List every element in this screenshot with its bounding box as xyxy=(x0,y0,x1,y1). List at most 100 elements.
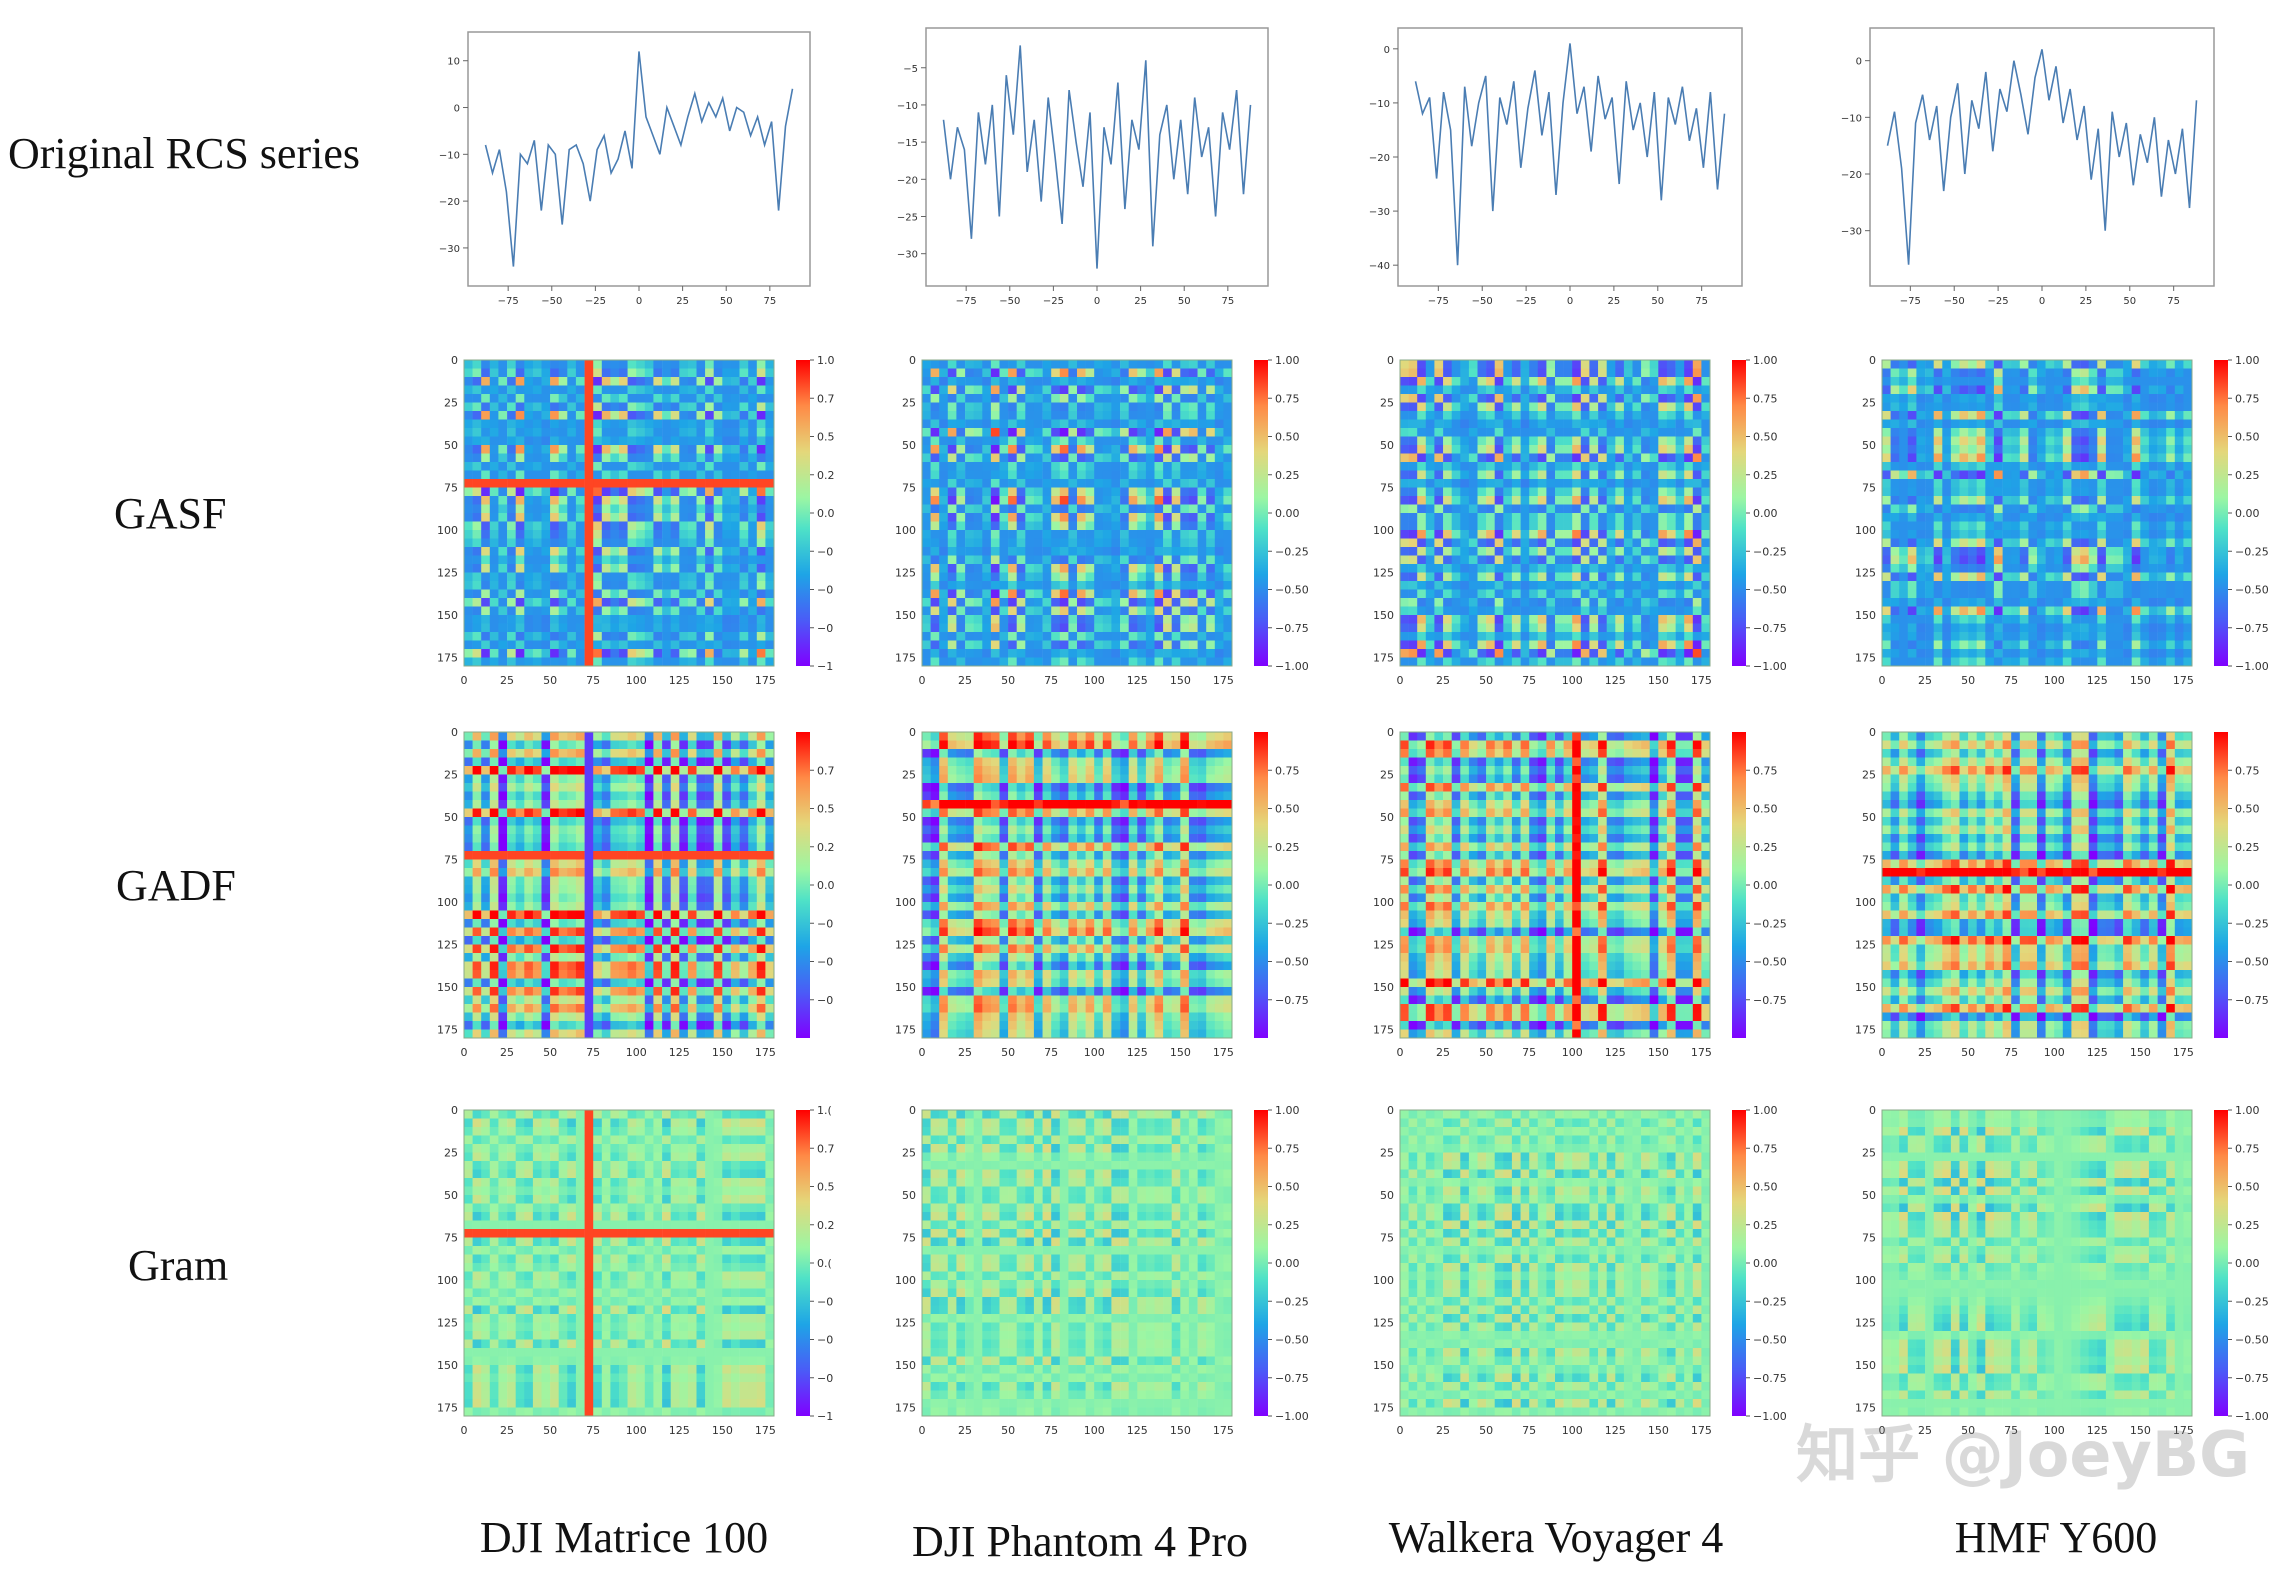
heatmap-cell xyxy=(1641,462,1650,471)
heatmap-cell xyxy=(687,521,697,531)
heatmap-cell xyxy=(1701,428,1711,437)
heatmap-cell xyxy=(1555,606,1564,616)
heatmap-cell xyxy=(670,453,680,463)
heatmap-cell xyxy=(584,555,594,565)
heatmap-cell xyxy=(1197,394,1207,403)
heatmap-cell xyxy=(601,530,611,539)
heatmap-cell xyxy=(1494,419,1504,429)
heatmap-cell xyxy=(1008,402,1017,412)
heatmap-cell xyxy=(2037,394,2046,403)
heatmap-cell xyxy=(2097,555,2107,565)
heatmap-cell xyxy=(619,479,628,488)
heatmap-cell xyxy=(619,419,628,429)
heatmap-cell xyxy=(1623,419,1633,429)
heatmap-cell xyxy=(687,615,697,624)
heatmap-cell xyxy=(2037,530,2046,539)
heatmap-cell xyxy=(1180,453,1190,463)
heatmap-cell xyxy=(524,487,534,497)
heatmap-cell xyxy=(722,581,732,590)
heatmap-cell xyxy=(644,538,654,548)
heatmap-cell xyxy=(2011,419,2021,429)
heatmap-cell xyxy=(1899,428,1909,437)
heatmap-cell xyxy=(1606,564,1616,573)
heatmap-cell xyxy=(2174,513,2184,522)
heatmap-cell xyxy=(1933,564,1943,573)
heatmap-cell xyxy=(1188,615,1198,624)
heatmap-cell xyxy=(644,547,654,556)
heatmap-cell xyxy=(1933,411,1943,420)
heatmap-cell xyxy=(1882,360,1891,369)
heatmap-cell xyxy=(464,581,473,590)
heatmap-cell xyxy=(1692,487,1702,497)
heatmap-cell xyxy=(636,555,646,565)
heatmap-cell xyxy=(1959,564,1969,573)
heatmap-cell xyxy=(1008,572,1017,582)
heatmap-cell xyxy=(1102,589,1112,599)
heatmap-cell xyxy=(1968,530,1977,539)
x-tick-label: 25 xyxy=(676,296,689,307)
heatmap-cell xyxy=(956,598,966,607)
heatmap-cell xyxy=(481,453,491,463)
heatmap-cell xyxy=(1094,470,1104,480)
heatmap-cell xyxy=(1503,394,1513,403)
heatmap-cell xyxy=(1494,368,1504,378)
heatmap-cell xyxy=(765,496,775,505)
heatmap-cell xyxy=(1477,555,1487,565)
heatmap-cell xyxy=(973,538,983,548)
heatmap-cell xyxy=(1188,479,1198,488)
heatmap-cell xyxy=(956,632,966,641)
y-tick-label: −40 xyxy=(1369,261,1390,272)
heatmap-cell xyxy=(748,530,758,539)
heatmap-cell xyxy=(1623,479,1633,488)
heatmap-cell xyxy=(670,377,680,386)
heatmap-cell xyxy=(1916,411,1926,420)
heatmap-cell xyxy=(670,411,680,420)
heatmap-cell xyxy=(507,632,516,641)
heatmap-cell xyxy=(1675,470,1685,480)
y-tick-label: 75 xyxy=(444,482,458,495)
heatmap-cell xyxy=(627,555,637,565)
heatmap-cell xyxy=(999,385,1009,395)
heatmap-cell xyxy=(2183,436,2193,446)
heatmap-cell xyxy=(662,428,671,437)
heatmap-cell xyxy=(515,530,525,539)
heatmap-cell xyxy=(2174,394,2184,403)
heatmap-cell xyxy=(730,513,740,522)
heatmap-cell xyxy=(644,436,654,446)
heatmap-cell xyxy=(1223,640,1233,650)
heatmap-cell xyxy=(1546,623,1556,633)
heatmap-cell xyxy=(524,632,534,641)
heatmap-cell xyxy=(1675,632,1685,641)
heatmap-cell xyxy=(1094,504,1104,514)
heatmap-cell xyxy=(2114,496,2124,505)
heatmap-cell xyxy=(1701,547,1711,556)
heatmap-cell xyxy=(2088,368,2098,378)
heatmap-cell xyxy=(947,368,957,378)
heatmap-cell xyxy=(1408,504,1418,514)
heatmap-cell xyxy=(939,411,949,420)
x-tick-label: 0 xyxy=(1094,296,1100,307)
heatmap-cell xyxy=(558,589,568,599)
heatmap-cell xyxy=(1993,453,2003,463)
heatmap-cell xyxy=(1658,496,1668,505)
heatmap-cell xyxy=(1477,368,1487,378)
heatmap-cell xyxy=(1907,564,1917,573)
heatmap-cell xyxy=(990,411,1000,420)
heatmap-cell xyxy=(1632,428,1642,437)
heatmap-cell xyxy=(1925,538,1934,548)
heatmap-cell xyxy=(1890,487,1900,497)
heatmap-cell xyxy=(498,572,508,582)
heatmap-cell xyxy=(1008,606,1017,616)
heatmap-cell xyxy=(1094,360,1104,369)
heatmap-cell xyxy=(1916,479,1926,488)
heatmap-cell xyxy=(1632,564,1642,573)
heatmap-cell xyxy=(2097,547,2107,556)
heatmap-cell xyxy=(1641,360,1650,369)
heatmap-cell xyxy=(2097,368,2107,378)
heatmap-cell xyxy=(1580,615,1590,624)
heatmap-cell xyxy=(1494,360,1504,369)
heatmap-cell xyxy=(1615,547,1625,556)
heatmap-cell xyxy=(1529,385,1539,395)
heatmap-cell xyxy=(670,538,680,548)
heatmap-cell xyxy=(515,504,525,514)
